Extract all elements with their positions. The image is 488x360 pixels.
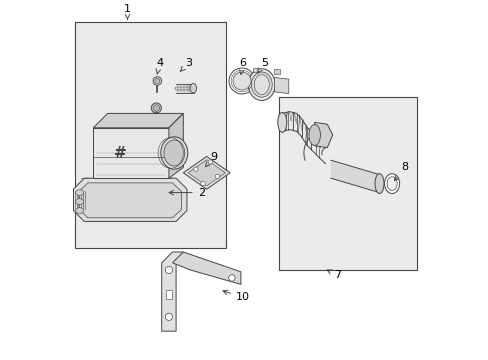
Circle shape (228, 68, 254, 94)
Circle shape (165, 266, 172, 274)
Bar (166, 290, 171, 299)
Ellipse shape (386, 177, 396, 190)
Text: #: # (114, 145, 126, 161)
Ellipse shape (277, 112, 286, 132)
Circle shape (193, 167, 198, 171)
Circle shape (153, 77, 162, 85)
Polygon shape (330, 160, 379, 193)
Circle shape (153, 105, 159, 111)
Ellipse shape (190, 84, 196, 93)
Polygon shape (314, 122, 332, 148)
Ellipse shape (308, 125, 320, 145)
Circle shape (228, 275, 235, 281)
Text: 5: 5 (257, 58, 267, 73)
Text: 2: 2 (169, 188, 204, 198)
Text: 6: 6 (239, 58, 245, 75)
Text: 3: 3 (180, 58, 192, 71)
Text: 4: 4 (156, 58, 163, 74)
Ellipse shape (248, 69, 275, 100)
Polygon shape (73, 178, 186, 221)
Circle shape (215, 174, 219, 179)
Circle shape (155, 78, 160, 84)
Polygon shape (168, 113, 183, 178)
Circle shape (151, 103, 161, 113)
Ellipse shape (161, 137, 187, 169)
Bar (274, 69, 280, 74)
Circle shape (165, 313, 172, 320)
Ellipse shape (374, 174, 383, 194)
Bar (278, 97, 416, 270)
Bar (252, 68, 258, 72)
Polygon shape (162, 252, 183, 331)
Circle shape (232, 72, 250, 90)
Ellipse shape (76, 190, 83, 195)
Polygon shape (93, 113, 183, 128)
Polygon shape (274, 77, 288, 94)
Polygon shape (79, 183, 181, 218)
Bar (75, 22, 226, 248)
Text: 10: 10 (223, 290, 249, 302)
Circle shape (208, 160, 212, 164)
Ellipse shape (254, 75, 269, 94)
Text: 7: 7 (326, 270, 341, 280)
Ellipse shape (76, 199, 83, 204)
Circle shape (201, 181, 205, 186)
Polygon shape (187, 160, 225, 186)
Ellipse shape (251, 72, 272, 97)
Ellipse shape (163, 140, 184, 166)
Text: 8: 8 (394, 162, 407, 181)
Polygon shape (172, 252, 241, 284)
Text: 1: 1 (124, 4, 131, 19)
Text: 9: 9 (205, 152, 217, 167)
Ellipse shape (384, 174, 399, 194)
Polygon shape (93, 128, 168, 178)
Polygon shape (183, 157, 230, 189)
Ellipse shape (76, 208, 83, 213)
